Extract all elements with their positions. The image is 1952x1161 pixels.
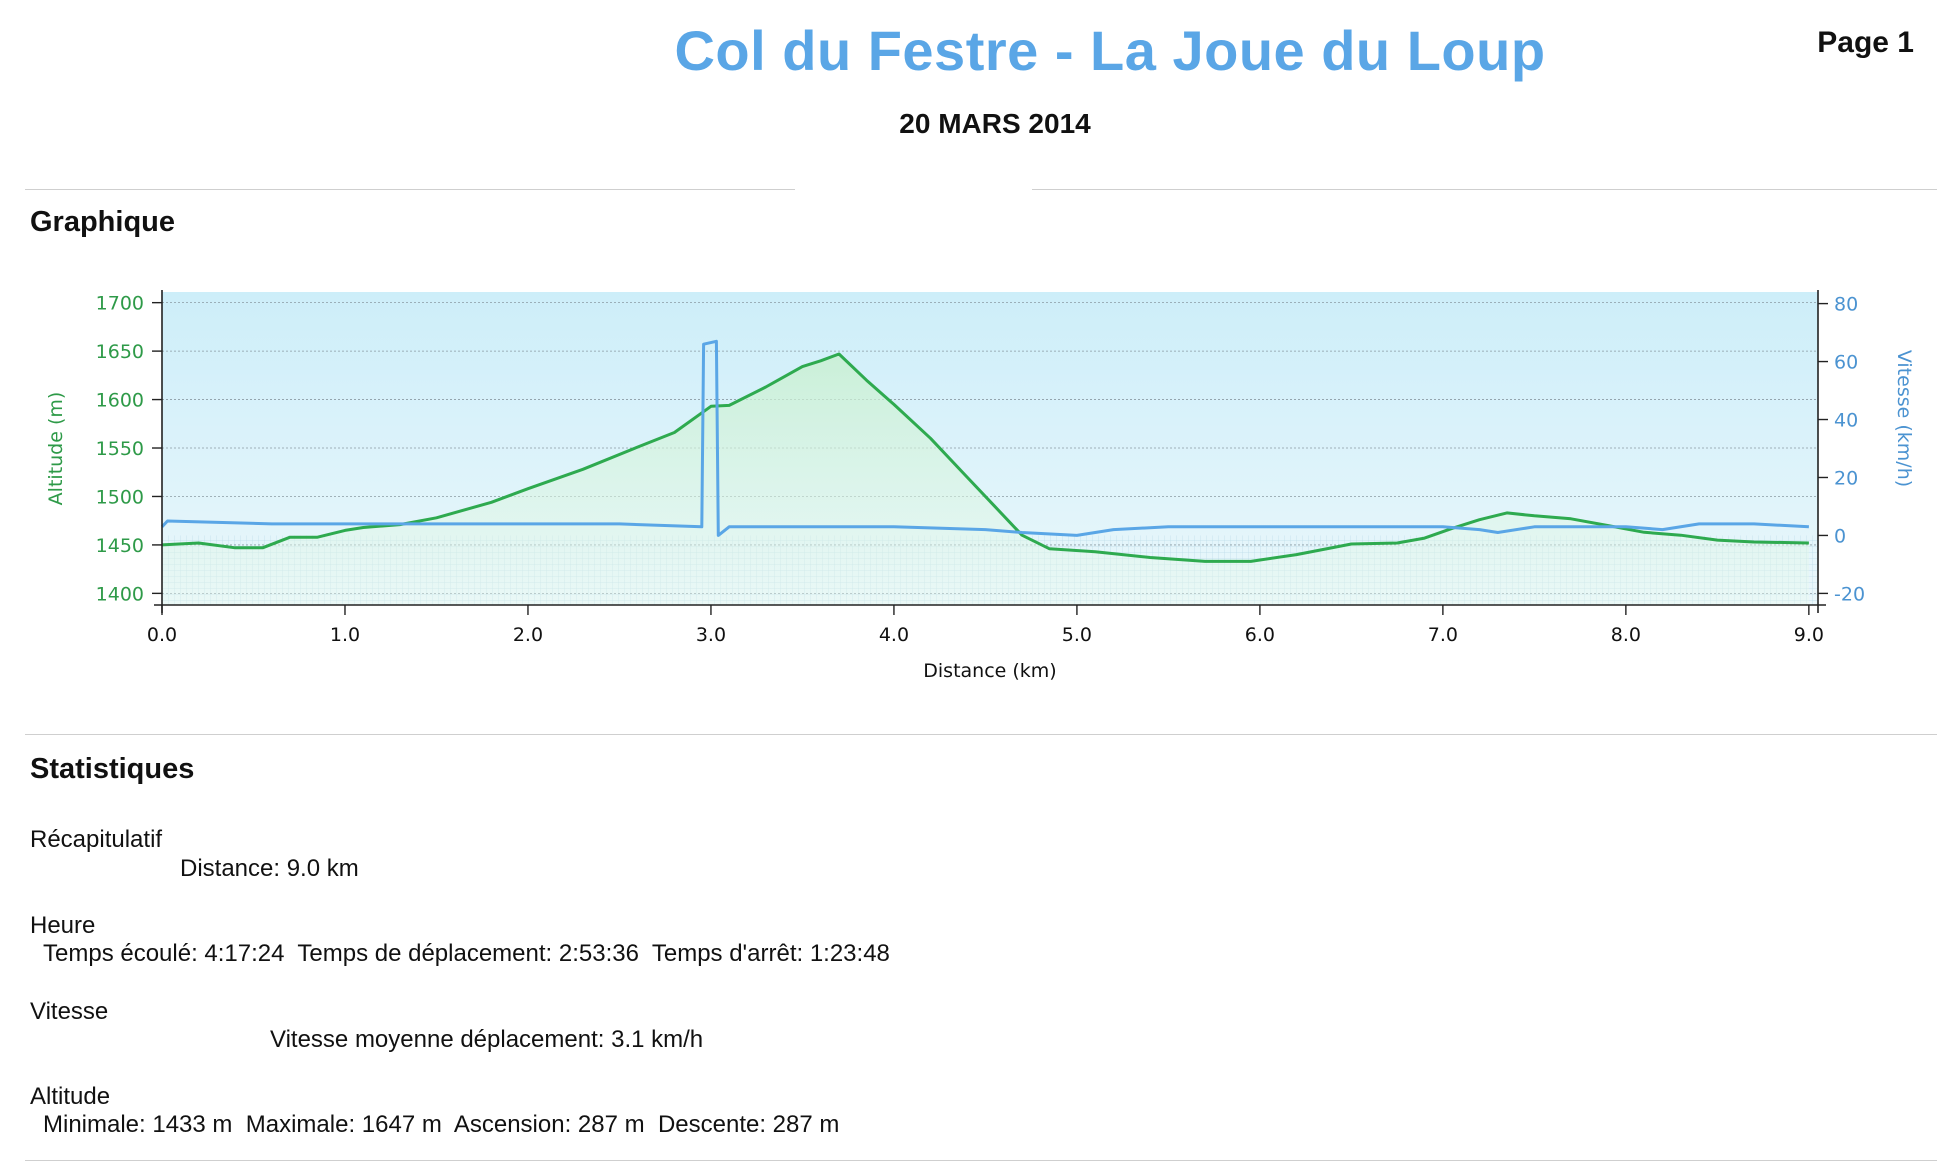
time-stats: Temps écoulé: 4:17:24 Temps de déplaceme… — [43, 940, 890, 967]
left-tick-label: 1650 — [96, 341, 144, 363]
right-tick-label: 0 — [1834, 525, 1846, 547]
altitude-heading: Altitude — [30, 1083, 111, 1110]
left-tick-label: 1500 — [96, 486, 144, 508]
left-tick-label: 1550 — [96, 438, 144, 460]
divider-top-right — [1032, 189, 1937, 190]
x-tick-label: 5.0 — [1062, 624, 1092, 646]
altitude-stats: Minimale: 1433 m Maximale: 1647 m Ascens… — [43, 1111, 840, 1138]
divider-top-left — [25, 189, 795, 190]
left-y-axis-label: Altitude (m) — [45, 392, 67, 506]
right-tick-label: 60 — [1834, 352, 1858, 374]
x-tick-label: 1.0 — [330, 624, 360, 646]
right-tick-label: 20 — [1834, 467, 1858, 489]
x-tick-label: 0.0 — [147, 624, 177, 646]
stats-section-title: Statistiques — [30, 753, 195, 785]
x-tick-label: 6.0 — [1245, 624, 1275, 646]
recap-heading: Récapitulatif — [30, 826, 163, 853]
divider-middle — [25, 734, 1937, 735]
speed-heading: Vitesse — [30, 998, 109, 1025]
report-title: Col du Festre - La Joue du Loup — [674, 19, 1546, 82]
right-tick-label: 40 — [1834, 410, 1858, 432]
time-heading: Heure — [30, 912, 96, 939]
graph-section-title: Graphique — [30, 206, 176, 238]
left-tick-label: 1450 — [96, 535, 144, 557]
speed-series-line — [160, 339, 1809, 537]
right-tick-label: 80 — [1834, 294, 1858, 316]
recap-distance: Distance: 9.0 km — [180, 855, 359, 882]
report-date: 20 MARS 2014 — [899, 108, 1091, 139]
left-tick-label: 1600 — [96, 390, 144, 412]
left-tick-label: 1400 — [96, 583, 144, 605]
x-tick-label: 4.0 — [879, 624, 909, 646]
speed-stats: Vitesse moyenne déplacement: 3.1 km/h — [270, 1026, 704, 1053]
elevation-speed-chart: 1400 1450 1500 1550 1600 1650 1700 80 60 40 20 0 -20… — [0, 270, 1952, 690]
right-y-axis-label: Vitesse (km/h) — [1893, 350, 1915, 487]
page-number: Page 1 — [1817, 26, 1914, 59]
x-tick-label: 7.0 — [1428, 624, 1458, 646]
x-tick-label: 8.0 — [1611, 624, 1641, 646]
right-tick-label: -20 — [1834, 583, 1865, 605]
x-tick-label: 9.0 — [1794, 624, 1824, 646]
left-tick-label: 1700 — [96, 293, 144, 315]
x-axis-label: Distance (km) — [923, 660, 1056, 682]
x-tick-label: 3.0 — [696, 624, 726, 646]
altitude-area — [162, 354, 1809, 605]
x-tick-label: 2.0 — [513, 624, 543, 646]
altitude-series-line — [161, 352, 1809, 563]
